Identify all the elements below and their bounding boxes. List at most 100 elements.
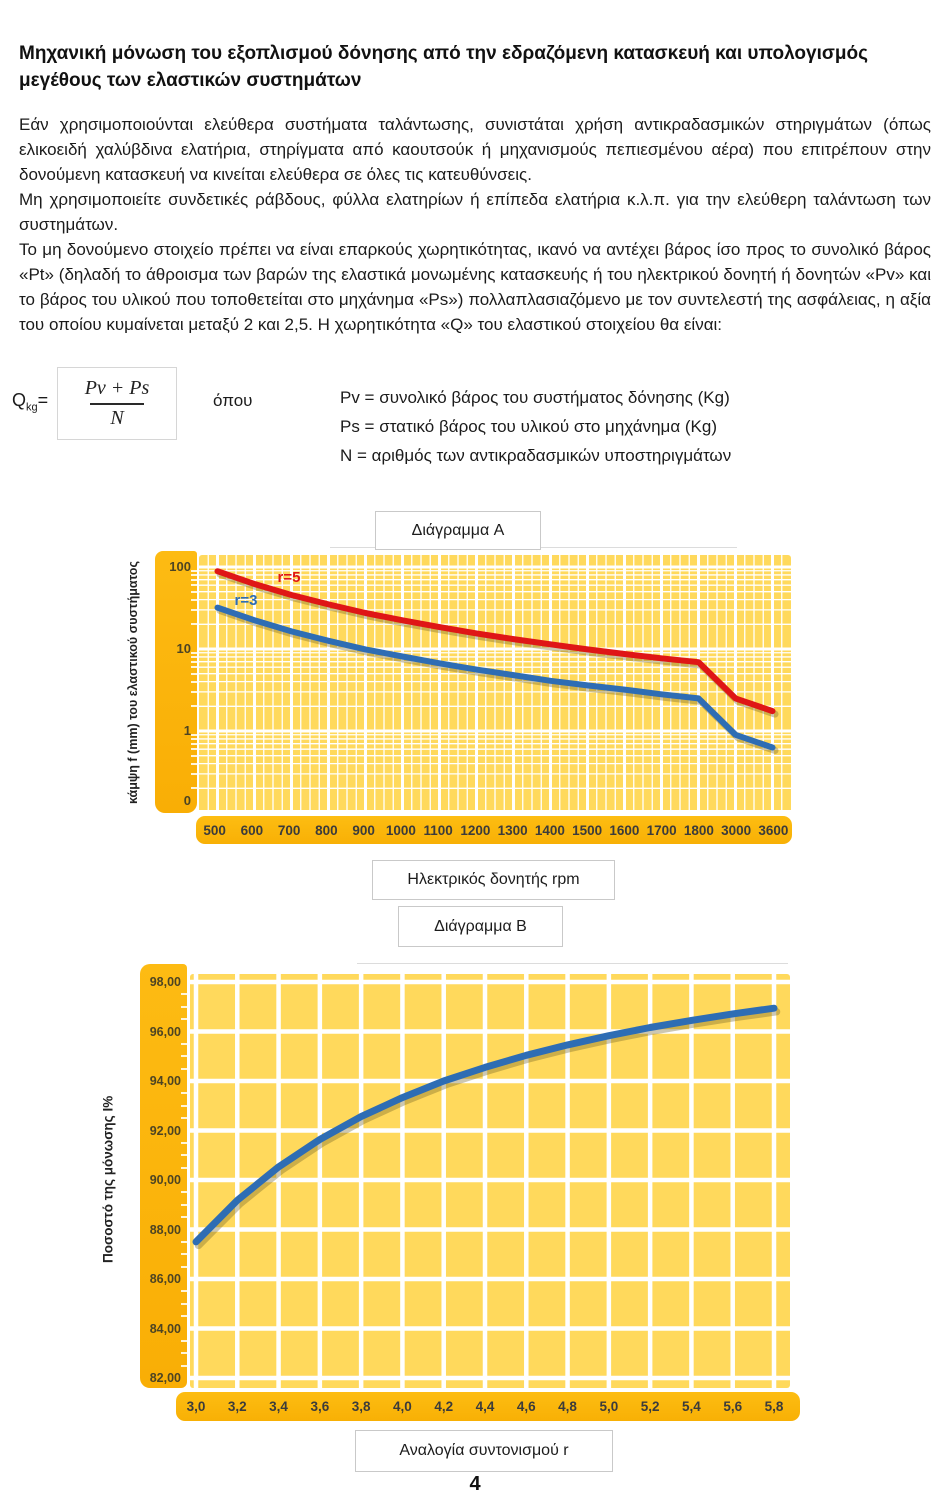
formula-q: Q: [12, 390, 27, 410]
chart-b-x-tick-label: 3,8: [351, 1399, 371, 1414]
axis-minor-tick: [181, 1253, 187, 1256]
axis-minor-tick: [191, 748, 197, 751]
chart-a-title-text: Διάγραμμα A: [411, 521, 505, 539]
chart-b-x-tick-label: 4,4: [475, 1399, 495, 1414]
chart-b-x-tick-label: 5,6: [723, 1399, 743, 1414]
chart-a-y-axis-label: κάμψη f (mm) του ελαστικού συστήματος: [126, 561, 140, 805]
axis-minor-tick: [181, 1290, 187, 1293]
chart-a-x-tick-label: 700: [277, 822, 301, 838]
page-number: 4: [469, 1473, 481, 1495]
axis-minor-tick: [181, 1067, 187, 1070]
axis-minor-tick: [191, 772, 197, 775]
chart-b-x-axis-title-box: Αναλογία συντονισμού r: [355, 1430, 613, 1472]
axis-minor-tick: [191, 569, 197, 572]
chart-b-x-tick-label: 4,8: [558, 1399, 577, 1414]
formula-equals: =: [37, 390, 49, 410]
axis-minor-tick: [181, 1216, 187, 1219]
chart-b-x-tick-label: 5,0: [599, 1399, 619, 1414]
axis-minor-tick: [181, 1352, 187, 1355]
axis-minor-tick: [191, 598, 197, 601]
axis-minor-tick: [191, 754, 197, 757]
chart-a-x-tick-label: 1100: [423, 822, 453, 838]
formula-where-label: όπου: [213, 391, 253, 410]
axis-minor-tick: [181, 1315, 187, 1318]
chart-a-x-tick-label: 1000: [385, 822, 416, 838]
chart-b-y-tick-label: 84,00: [149, 1321, 181, 1336]
chart-a-x-tick-label: 1300: [497, 822, 528, 838]
axis-minor-tick: [181, 1339, 187, 1342]
axis-minor-tick: [181, 1018, 187, 1021]
chart-b-x-tick-label: 3,6: [310, 1399, 330, 1414]
paragraph-capacity: Το μη δονούμενο στοιχείο πρέπει να είναι…: [19, 240, 931, 334]
axis-minor-tick: [191, 660, 197, 663]
chart-a-x-tick-label: 1400: [534, 822, 565, 838]
chart-b-x-tick-label: 3,2: [227, 1399, 247, 1414]
axis-minor-tick: [191, 762, 197, 765]
series-label-r5: r=5: [278, 569, 301, 586]
fraction-numerator: Pv + Ps: [84, 377, 150, 399]
definition-n: N = αριθμός των αντικραδασμικών υποστηρι…: [340, 446, 732, 465]
axis-minor-tick: [181, 1364, 187, 1367]
formula-definitions: Pv = συνολικό βάρος του συστήματος δόνησ…: [340, 383, 731, 470]
chart-a-y-tick-label: 0: [183, 793, 191, 808]
axis-minor-tick: [181, 1203, 187, 1206]
chart-b-title: Διάγραμμα B: [398, 906, 563, 947]
chart-a-x-axis-title: Ηλεκτρικός δονητής rpm: [407, 871, 580, 888]
axis-minor-tick: [191, 608, 197, 611]
chart-b-y-tick-label: 88,00: [149, 1222, 181, 1237]
axis-minor-tick: [191, 666, 197, 669]
chart-a-x-axis-title-box: Ηλεκτρικός δονητής rpm: [372, 860, 615, 900]
chart-b-y-tick-label: 86,00: [149, 1272, 181, 1286]
axis-minor-tick: [191, 584, 197, 587]
chart-b-y-tick-label: 82,00: [149, 1371, 181, 1385]
chart-b-x-tick-label: 5,4: [682, 1399, 701, 1414]
axis-minor-tick: [191, 680, 197, 683]
definition-pv: Pv = συνολικό βάρος του συστήματος δόνησ…: [340, 388, 730, 407]
chart-a-x-tick-label: 1700: [646, 822, 677, 838]
axis-minor-tick: [191, 690, 197, 693]
chart-b-y-tick-label: 96,00: [149, 1024, 181, 1039]
axis-minor-tick: [191, 705, 197, 708]
page-title: Μηχανική μόνωση του εξοπλισμού δόνησης α…: [19, 42, 868, 91]
axis-minor-tick: [181, 1265, 187, 1268]
chart-b-x-tick-label: 5,2: [640, 1399, 660, 1414]
axis-minor-tick: [181, 993, 187, 996]
axis-minor-tick: [181, 1117, 187, 1120]
chart-b-y-tick-label: 92,00: [149, 1123, 181, 1138]
chart-a-y-tick-label: 100: [169, 559, 191, 574]
axis-minor-tick: [181, 1042, 187, 1045]
axis-minor-tick: [191, 672, 197, 675]
axis-minor-tick: [181, 1240, 187, 1243]
series-label-r3: r=3: [235, 592, 258, 609]
axis-minor-tick: [181, 1055, 187, 1058]
chart-b-x-tick-label: 4,0: [393, 1399, 412, 1414]
chart-b-title-text: Διάγραμμα B: [434, 917, 527, 935]
formula-fraction-box: Pv + Ps N: [57, 367, 177, 440]
axis-minor-tick: [191, 623, 197, 626]
axis-minor-tick: [181, 1104, 187, 1107]
axis-minor-tick: [181, 1141, 187, 1144]
chart-a-x-tick-label: 900: [352, 822, 375, 838]
chart-a-y-tick-label: 1: [183, 723, 191, 738]
chart-a-x-tick-label: 3000: [721, 822, 752, 838]
chart-a-x-tick-label: 1600: [609, 822, 640, 838]
chart-b-y-axis-label: Ποσοστό της μόνωσης Ι%: [100, 1095, 116, 1263]
axis-minor-tick: [191, 573, 197, 576]
chart-b-y-tick-label: 90,00: [149, 1173, 181, 1187]
chart-b-y-tick-label: 94,00: [149, 1074, 181, 1088]
chart-a-x-tick-label: 3600: [758, 822, 789, 838]
axis-minor-tick: [191, 578, 197, 581]
chart-b-x-tick-label: 3,0: [186, 1399, 206, 1414]
chart-a-y-tick-label: 10: [176, 641, 191, 656]
chart-b-plot-area: [190, 974, 790, 1388]
chart-a-x-tick-label: 1200: [460, 822, 491, 838]
body-text: Εάν χρησιμοποιούνται ελεύθερα συστήματα …: [19, 112, 931, 337]
chart-b-x-tick-label: 4,2: [434, 1399, 454, 1414]
chart-b-x-axis-title: Αναλογία συντονισμού r: [399, 1442, 569, 1459]
chart-a-x-tick-label: 600: [240, 822, 264, 838]
chart-a-x-tick-label: 500: [203, 822, 226, 838]
chart-a-x-axis-band: 500 600 700 800 900 1000 1100 1200 1300 1400 1500 1…: [196, 816, 792, 844]
axis-minor-tick: [191, 651, 197, 654]
chart-a-x-tick-label: 1500: [572, 822, 603, 838]
chart-a-y-axis-band: 100 10 1 0: [155, 551, 197, 813]
